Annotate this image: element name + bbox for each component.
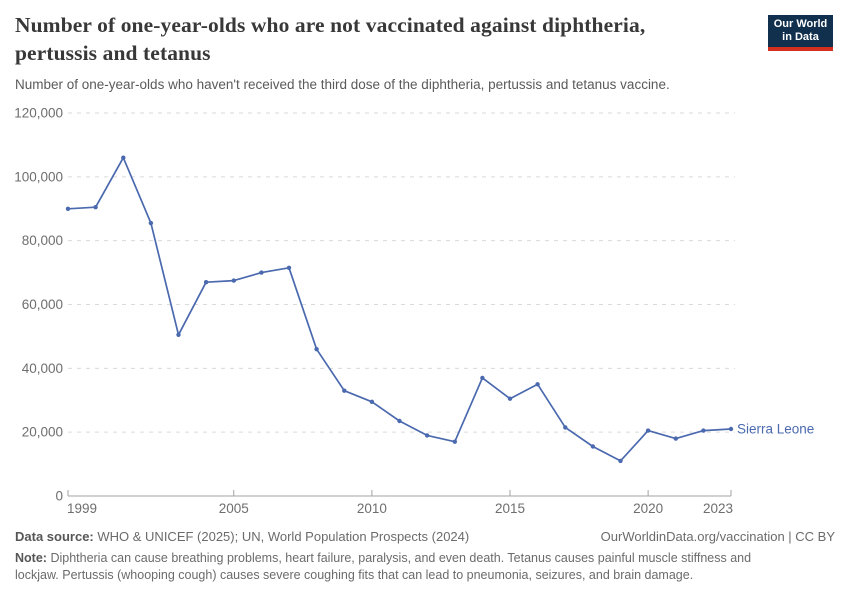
line-chart: 0 20,000 40,000 60,000 80,000 100,000 120,000 1… <box>14 106 814 517</box>
note: Note: Diphtheria can cause breathing pro… <box>15 550 793 585</box>
license-link[interactable]: OurWorldinData.org/vaccination | CC BY <box>600 529 835 544</box>
x-tick-label: 2015 <box>495 501 525 516</box>
data-point-marker <box>590 444 596 449</box>
y-tick-label: 20,000 <box>22 425 63 440</box>
data-point-marker <box>121 155 126 160</box>
data-point-marker <box>203 280 209 285</box>
y-tick-label: 60,000 <box>22 297 63 312</box>
data-point-marker <box>645 428 651 433</box>
x-tick-label: 2010 <box>357 501 387 516</box>
data-source-label: Data source: <box>15 529 94 544</box>
owid-logo-line2: in Data <box>782 31 819 43</box>
data-point-marker <box>728 426 734 432</box>
x-tick-label: 1999 <box>67 501 97 516</box>
data-point-marker <box>424 433 430 438</box>
data-point-marker <box>342 388 347 393</box>
data-point-marker <box>701 428 706 433</box>
y-tick-label: 80,000 <box>22 233 63 248</box>
data-point-marker <box>65 206 71 211</box>
data-source-text: WHO & UNICEF (2025); UN, World Populatio… <box>97 529 470 544</box>
x-tick-label: 2023 <box>703 501 733 516</box>
data-point-marker <box>673 436 678 441</box>
data-point-marker <box>452 439 457 444</box>
y-tick-label: 100,000 <box>14 169 63 184</box>
data-point-marker <box>314 347 319 352</box>
data-point-marker <box>176 332 181 337</box>
data-point-marker <box>369 399 375 404</box>
data-point-marker <box>535 382 540 387</box>
x-tick-label: 2005 <box>219 501 249 516</box>
chart-title: Number of one-year-olds who are not vacc… <box>15 13 646 65</box>
owid-logo-line1: Our World <box>773 17 828 30</box>
footer: Data source: WHO & UNICEF (2025); UN, Wo… <box>15 529 835 545</box>
data-point-marker <box>397 418 402 424</box>
data-point-marker <box>148 220 154 226</box>
owid-logo[interactable]: Our World in Data <box>768 15 833 51</box>
chart-subtitle: Number of one-year-olds who haven't rece… <box>15 77 670 92</box>
y-tick-label: 120,000 <box>14 106 63 121</box>
data-point-marker <box>259 270 264 275</box>
data-point-marker <box>93 205 98 210</box>
data-point-marker <box>480 375 485 381</box>
x-tick-label: 2020 <box>633 501 663 516</box>
note-label: Note: <box>15 551 47 565</box>
data-point-marker <box>507 396 513 401</box>
series-end-label: Sierra Leone <box>737 421 814 436</box>
y-tick-label: 0 <box>55 489 63 504</box>
data-point-marker <box>231 278 236 283</box>
y-tick-label: 40,000 <box>22 361 63 376</box>
note-text: Diphtheria can cause breathing problems,… <box>15 551 752 583</box>
data-source: Data source: WHO & UNICEF (2025); UN, Wo… <box>15 529 469 545</box>
data-point-marker <box>618 458 623 464</box>
series-line <box>67 156 732 462</box>
data-point-marker <box>286 265 292 270</box>
data-point-marker <box>563 425 568 430</box>
